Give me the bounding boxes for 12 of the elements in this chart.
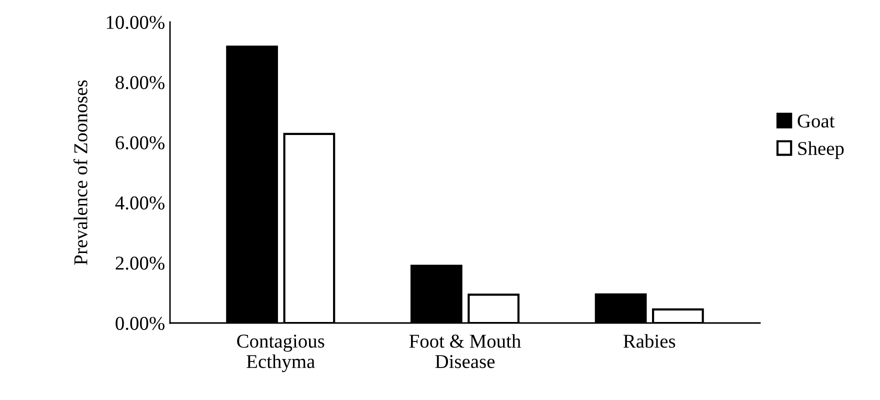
legend-label: Goat: [798, 114, 835, 128]
y-tick-label: 4.00%: [115, 196, 164, 210]
y-tick-label: 6.00%: [116, 136, 164, 150]
x-tick-label: Rabies: [623, 334, 676, 348]
legend-label: Sheep: [798, 141, 844, 159]
x-tick-label: Foot & Mouth Disease: [409, 334, 521, 368]
y-tick-label: 2.00%: [116, 256, 164, 270]
x-tick-label: Contagious Ecthyma: [237, 334, 324, 372]
y-axis-title: Prevalence of Zoonoses: [73, 80, 88, 265]
y-tick-label: 10.00%: [106, 16, 164, 30]
y-tick-label: 8.00%: [116, 76, 164, 90]
y-tick-label: 0.00%: [116, 316, 164, 330]
